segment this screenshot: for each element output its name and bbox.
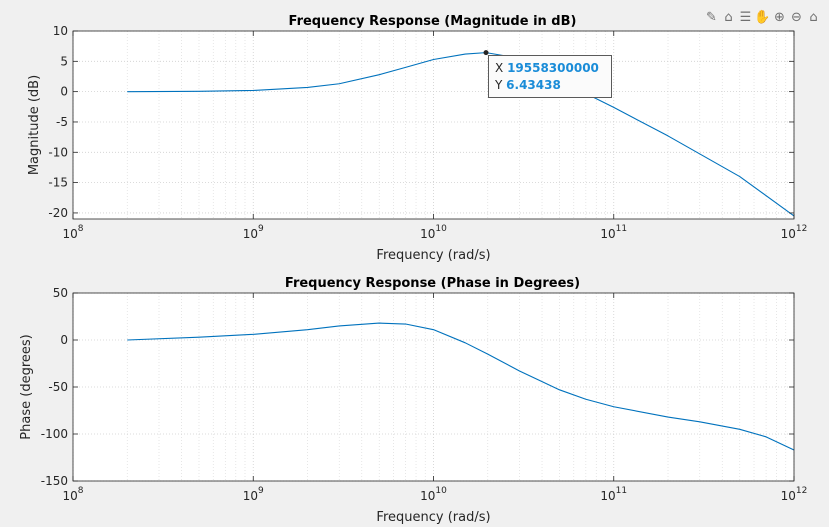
- datatip-y-row: Y 6.43438: [495, 77, 611, 94]
- phase-y-tick-label: 0: [60, 333, 68, 347]
- datatip-y-value: 6.43438: [506, 78, 561, 92]
- phase-y-tick-label: -100: [41, 427, 68, 441]
- magnitude-y-tick-label: 0: [60, 85, 68, 99]
- zoom-out-icon[interactable]: ⊖: [791, 10, 802, 25]
- datatip[interactable]: X 19558300000 Y 6.43438: [488, 55, 612, 98]
- phase-x-axis-label: Frequency (rad/s): [376, 510, 490, 525]
- datatip-x-label: X: [495, 61, 504, 75]
- magnitude-y-tick-label: -15: [48, 176, 68, 190]
- phase-title: Frequency Response (Phase in Degrees): [285, 276, 580, 291]
- magnitude-axes[interactable]: 108 109 1010 1011 1012 10 5 0 -5 -10 -15 -20 Frequen…: [27, 14, 807, 263]
- datatip-icon[interactable]: ⌂: [724, 10, 733, 25]
- magnitude-series-line[interactable]: [127, 52, 795, 217]
- datatip-x-value: 19558300000: [507, 61, 599, 75]
- magnitude-title: Frequency Response (Magnitude in dB): [289, 14, 577, 29]
- phase-y-tick-label: 50: [53, 286, 68, 300]
- magnitude-y-tick-label: 10: [53, 24, 68, 38]
- phase-x-tick-label: 1010: [420, 486, 447, 503]
- magnitude-y-tick-label: -10: [48, 145, 68, 159]
- magnitude-y-tick-label: 5: [60, 54, 68, 68]
- legend-icon[interactable]: ☰: [739, 10, 752, 25]
- magnitude-y-axis-label: Magnitude (dB): [27, 75, 42, 175]
- magnitude-y-tick-label: -5: [56, 115, 68, 129]
- magnitude-x-tick-label: 108: [62, 224, 83, 241]
- magnitude-y-tick-label: -20: [48, 206, 68, 220]
- phase-y-tick-label: -150: [41, 474, 68, 488]
- phase-x-tick-label: 1011: [600, 486, 627, 503]
- magnitude-x-tick-label: 109: [243, 224, 264, 241]
- home-icon[interactable]: ⌂: [809, 10, 818, 25]
- magnitude-x-tick-label: 1010: [420, 224, 447, 241]
- phase-x-tick-label: 109: [243, 486, 264, 503]
- zoom-in-icon[interactable]: ⊕: [774, 10, 785, 25]
- datatip-y-label: Y: [495, 78, 503, 92]
- axes-toolbar: ✎ ⌂ ☰ ✋ ⊕ ⊖ ⌂: [704, 10, 821, 25]
- datatip-x-row: X 19558300000: [495, 60, 611, 77]
- magnitude-x-tick-label: 1012: [781, 224, 808, 241]
- brush-icon[interactable]: ✎: [706, 10, 717, 25]
- magnitude-x-axis-label: Frequency (rad/s): [376, 248, 490, 263]
- phase-y-tick-label: -50: [48, 380, 68, 394]
- phase-axes[interactable]: 108 109 1010 1011 1012 50 0 -50 -100 -150 Frequenc…: [19, 276, 807, 525]
- phase-x-tick-label: 108: [62, 486, 83, 503]
- magnitude-x-tick-label: 1011: [600, 224, 627, 241]
- magnitude-datatip-marker[interactable]: [483, 50, 489, 56]
- phase-y-axis-label: Phase (degrees): [19, 334, 34, 439]
- phase-series-line[interactable]: [127, 322, 795, 451]
- pan-icon[interactable]: ✋: [754, 10, 771, 25]
- phase-x-tick-label: 1012: [781, 486, 808, 503]
